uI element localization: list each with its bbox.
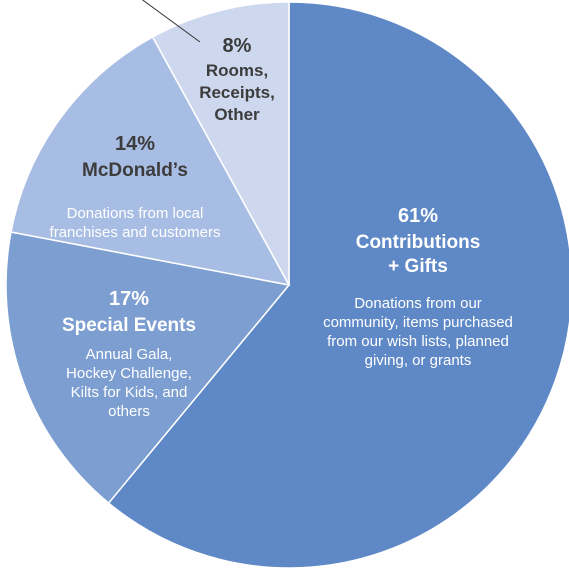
slice-description-label: Donations from local bbox=[67, 205, 204, 222]
slice-name-label: Other bbox=[214, 105, 260, 124]
slice-description-label: giving, or grants bbox=[365, 352, 472, 369]
slice-description-label: others bbox=[108, 403, 150, 420]
slice-percent-label: 17% bbox=[109, 288, 149, 310]
slice-name-label: McDonald’s bbox=[82, 160, 188, 181]
slice-name-label: Receipts, bbox=[199, 83, 275, 102]
slice-name-label: Contributions bbox=[356, 232, 481, 253]
slice-description-label: Annual Gala, bbox=[86, 346, 173, 363]
pie-slices bbox=[6, 2, 569, 568]
slice-percent-label: 14% bbox=[115, 133, 155, 155]
slice-name-label: Special Events bbox=[62, 315, 196, 336]
slice-percent-label: 61% bbox=[398, 205, 438, 227]
slice-name-label: Rooms, bbox=[206, 61, 268, 80]
slice-description-label: from our wish lists, planned bbox=[327, 333, 509, 350]
slice-description-label: Donations from our bbox=[354, 295, 482, 312]
slice-description-label: franchises and customers bbox=[50, 224, 221, 241]
slice-description-label: Kilts for Kids, and bbox=[71, 384, 188, 401]
slice-description-label: community, items purchased bbox=[323, 314, 513, 331]
slice-percent-label: 8% bbox=[223, 35, 252, 57]
slice-name-label: + Gifts bbox=[388, 256, 448, 277]
slice-description-label: Hockey Challenge, bbox=[66, 365, 192, 382]
